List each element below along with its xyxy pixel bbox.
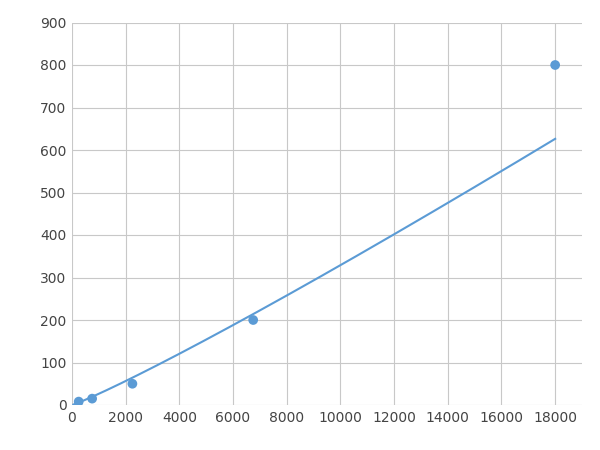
Point (74, 398, 83, 405)
Point (128, 380, 137, 387)
Point (88, 395, 97, 402)
Point (550, 61, 560, 68)
Point (248, 316, 258, 324)
